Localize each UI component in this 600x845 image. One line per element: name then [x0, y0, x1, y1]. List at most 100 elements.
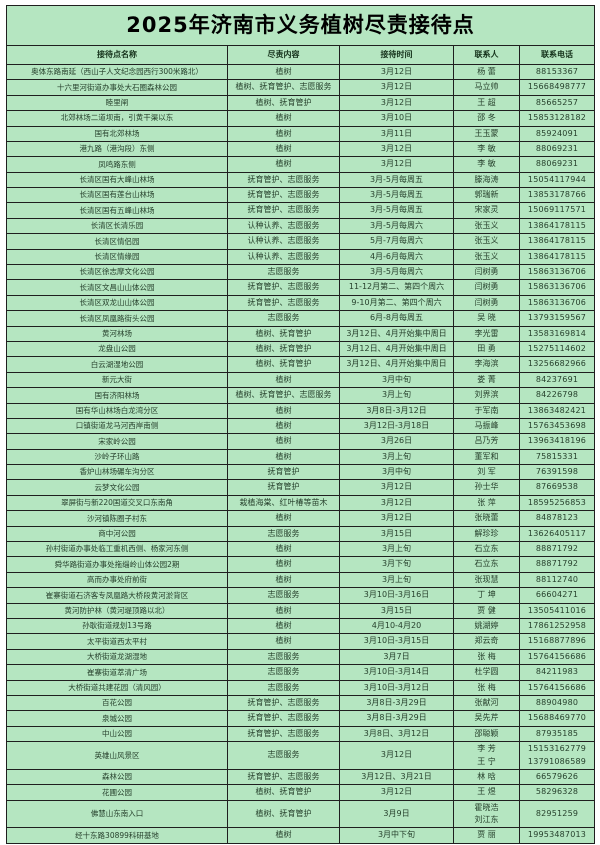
time-cell: 3月上旬: [339, 571, 454, 589]
table-row: 国有济阳林场 植树、抚育管护、志愿服务 3月上旬 刘界滨 84226798: [6, 387, 596, 404]
duty-cell: 志愿服务: [227, 264, 340, 281]
time-cell: 3月12日: [339, 510, 454, 527]
contact-cell: 石立东: [453, 556, 520, 573]
duty-cell: 抚育管护、志愿服务: [227, 694, 340, 712]
time-cell: 4月10-4月20: [339, 617, 454, 635]
phone-cell: 13863482421: [518, 402, 596, 419]
contact-cell: 张现慧: [453, 571, 520, 589]
duty-cell: 植树: [227, 541, 340, 558]
contact-cell: 李 敏: [453, 140, 520, 158]
phone-cell: 75815331: [518, 448, 596, 466]
table-row: 长清区国有五峰山林场 抚育管护、志愿服务 3月-5月每周五 宋家灵 1506911757…: [6, 202, 596, 219]
site-name-cell: 长清区情侣园: [6, 233, 228, 250]
duty-cell: 抚育管护、志愿服务: [227, 187, 340, 204]
contact-cell: 杜学圆: [453, 664, 520, 681]
phone-cell: 17861252958: [518, 617, 596, 635]
phone-cell: 84878123: [518, 510, 596, 527]
time-cell: 3月15日: [339, 525, 454, 543]
phone-cell: 88871792: [518, 541, 596, 558]
table-row: 崔寨街道萃清广场 志愿服务 3月10日-3月14日 杜学圆 84211983: [6, 664, 596, 681]
table-row: 佛慧山东南入口 植树、抚育管护 3月9日 霍晓浩 刘江东 82951259: [6, 799, 596, 829]
table-row: 经十东路30899科研基地 植树 3月中下旬贾 丽 19953487013: [6, 827, 596, 844]
duty-cell: 植树: [227, 617, 340, 635]
phone-cell: 58296328: [518, 784, 596, 801]
document-sheet: 2025年济南市义务植树尽责接待点 接待点名称 尽责内容 接待时间 联系人 联系电话 奥…: [5, 5, 596, 844]
time-cell: 3月-5月每周五: [339, 171, 454, 189]
phone-cell: 82951259: [518, 799, 596, 829]
phone-cell: 13505411016: [518, 602, 596, 620]
time-cell: 3月上旬: [339, 448, 454, 466]
time-cell: 3月12日: [339, 479, 454, 496]
duty-cell: 植树: [227, 125, 340, 142]
phone-cell: 19953487013: [518, 827, 596, 844]
time-cell: 3月10日: [339, 110, 454, 127]
table-header-col-duty: 尽责内容: [227, 44, 340, 65]
phone-cell: 88069231: [518, 156, 596, 173]
duty-cell: 志愿服务: [227, 525, 340, 543]
phone-cell: 15168877896: [518, 633, 596, 650]
table-row: 崔寨街道石济客专凤凰路大桥段黄河淤背区 志愿服务 3月10日-3月16日丁 坤 666…: [6, 587, 596, 604]
phone-cell: 87935185: [518, 725, 596, 743]
site-name-cell: 太平街道西太平村: [6, 633, 228, 650]
time-cell: 3月10日-3月12日: [339, 679, 454, 696]
site-name-cell: 凤鸣路东侧: [6, 156, 228, 173]
contact-cell: 李 芳 王 宁: [453, 741, 520, 770]
duty-cell: 抚育管护: [227, 479, 340, 496]
duty-cell: 志愿服务: [227, 679, 340, 696]
contact-cell: 王 煜: [453, 784, 520, 801]
time-cell: 3月12日、4月开始集中周日: [339, 356, 454, 373]
site-name-cell: 龙盘山公园: [6, 340, 228, 358]
site-name-cell: 云梦文化公园: [6, 479, 228, 496]
table-row: 国有北郊林场 植树 3月11日 王玉蒙 85924091: [6, 125, 596, 142]
table-row: 黄河防护林（黄河堤顶路以北） 植树 3月15日贾 健 13505411016: [6, 602, 596, 620]
duty-cell: 认种认养、志愿服务: [227, 217, 340, 235]
phone-cell: 15275114602: [518, 340, 596, 358]
site-name-cell: 香炉山林场碾车沟分区: [6, 464, 228, 481]
site-name-cell: 港九路（港沟段）东侧: [6, 140, 228, 158]
time-cell: 6月-8月每周五: [339, 310, 454, 327]
site-name-cell: 高而办事处府前街: [6, 571, 228, 589]
site-name-cell: 长清区国有大峰山林场: [6, 171, 228, 189]
contact-cell: 张献河: [453, 694, 520, 712]
table-body: 奥体东路南延（西山子人文纪念园西行300米路北） 植树 3月12日杨 蕾 881533…: [6, 63, 596, 844]
contact-cell: 杨 蕾: [453, 63, 520, 81]
time-cell: 3月15日: [339, 602, 454, 620]
duty-cell: 植树、抚育管护: [227, 94, 340, 112]
table-row: 白云湖湿地公园 植树、抚育管护 3月12日、4月开始集中周日 李海滨 132566829…: [6, 356, 596, 373]
duty-cell: 植树、抚育管护: [227, 784, 340, 801]
duty-cell: 抚育管护、志愿服务: [227, 171, 340, 189]
site-name-cell: 新元大街: [6, 371, 228, 389]
phone-cell: 13853178766: [518, 187, 596, 204]
site-name-cell: 国有北郊林场: [6, 125, 228, 142]
contact-cell: 吕乃芳: [453, 433, 520, 450]
contact-cell: 于军南: [453, 402, 520, 419]
contact-cell: 李海滨: [453, 356, 520, 373]
duty-cell: 植树、抚育管护: [227, 356, 340, 373]
phone-cell: 15054117944: [518, 171, 596, 189]
site-name-cell: 崔寨街道石济客专凤凰路大桥段黄河淤背区: [6, 587, 228, 604]
duty-cell: 植树: [227, 63, 340, 81]
table-row: 凤鸣路东侧 植树 3月12日李 敏 88069231: [6, 156, 596, 173]
table-row: 睦里闸 植树、抚育管护 3月12日王 超 85665257: [6, 94, 596, 112]
phone-cell: 13864178115: [518, 217, 596, 235]
table-row: 太平街道西太平村 植树 3月10日-3月15日 郑云奇 15168877896: [6, 633, 596, 650]
contact-cell: 张 梅: [453, 679, 520, 696]
contact-cell: 姚湖婷: [453, 617, 520, 635]
time-cell: 3月12日: [339, 494, 454, 512]
table-row: 长清区国有大峰山林场 抚育管护、志愿服务 3月-5月每周五 滕海涛 1505411794…: [6, 171, 596, 189]
site-name-cell: 翠屏街与新220国道交叉口东南角: [6, 494, 228, 512]
contact-cell: 张玉义: [453, 248, 520, 266]
table-row: 翠屏街与新220国道交叉口东南角 栽植海棠、红叶椿等苗木 3月12日张 萍 18595…: [6, 494, 596, 512]
table-row: 大桥街道共建花园（清风园） 志愿服务 3月10日-3月12日张 梅 157641566…: [6, 679, 596, 696]
phone-cell: 13583169814: [518, 325, 596, 342]
site-name-cell: 中山公园: [6, 725, 228, 743]
phone-cell: 76391598: [518, 464, 596, 481]
phone-cell: 13626405117: [518, 525, 596, 543]
phone-cell: 13256682966: [518, 356, 596, 373]
phone-cell: 13864178115: [518, 248, 596, 266]
site-name-cell: 泉城公园: [6, 710, 228, 727]
duty-cell: 植树: [227, 633, 340, 650]
site-name-cell: 百花公园: [6, 694, 228, 712]
time-cell: 3月10日-3月15日: [339, 633, 454, 650]
duty-cell: 植树: [227, 402, 340, 419]
